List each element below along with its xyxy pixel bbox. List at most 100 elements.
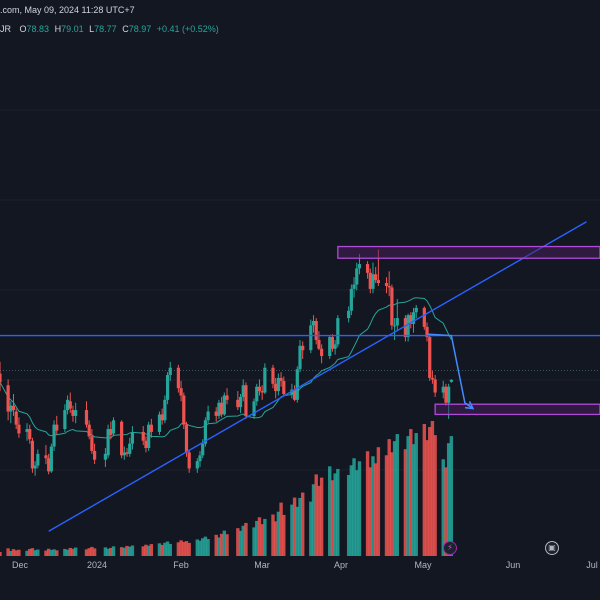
candle-body[interactable] bbox=[103, 453, 108, 460]
candle-body[interactable] bbox=[195, 461, 199, 469]
candle-body[interactable] bbox=[441, 386, 445, 393]
ascending-trendline[interactable] bbox=[48, 221, 587, 532]
candle-body[interactable] bbox=[430, 377, 435, 380]
candle-body[interactable] bbox=[411, 312, 416, 324]
candle-body[interactable] bbox=[214, 411, 218, 416]
candle-body[interactable] bbox=[330, 337, 335, 349]
candle-body[interactable] bbox=[301, 345, 305, 351]
candle-body[interactable] bbox=[52, 424, 56, 447]
candle-body[interactable] bbox=[333, 344, 337, 349]
candle-body[interactable] bbox=[276, 377, 280, 392]
candle-body[interactable] bbox=[263, 367, 267, 393]
candle-body[interactable] bbox=[198, 455, 202, 462]
candle-body[interactable] bbox=[374, 274, 378, 281]
candle-body[interactable] bbox=[279, 377, 283, 381]
candle-body[interactable] bbox=[371, 274, 375, 289]
candle-body[interactable] bbox=[157, 414, 162, 432]
candle-body[interactable] bbox=[387, 285, 391, 288]
candle-body[interactable] bbox=[6, 385, 10, 412]
candle-body[interactable] bbox=[238, 396, 243, 408]
candle-body[interactable] bbox=[274, 383, 278, 392]
candle-body[interactable] bbox=[236, 399, 240, 408]
candle-body[interactable] bbox=[241, 385, 245, 397]
resistance-zone[interactable] bbox=[337, 245, 600, 259]
candle-body[interactable] bbox=[111, 420, 116, 434]
candle-body[interactable] bbox=[298, 345, 302, 370]
candle-body[interactable] bbox=[49, 446, 53, 472]
candle-body[interactable] bbox=[14, 411, 18, 425]
candle-body[interactable] bbox=[403, 318, 408, 338]
candle-body[interactable] bbox=[179, 388, 183, 396]
candle-body[interactable] bbox=[74, 410, 78, 416]
candle-body[interactable] bbox=[120, 421, 124, 456]
candle-body[interactable] bbox=[106, 429, 110, 456]
candle-body[interactable] bbox=[63, 410, 67, 430]
candle-body[interactable] bbox=[176, 367, 180, 389]
candle-body[interactable] bbox=[317, 339, 321, 349]
candle-body[interactable] bbox=[182, 395, 186, 425]
candle-body[interactable] bbox=[225, 395, 229, 400]
candle-body[interactable] bbox=[147, 424, 151, 449]
earnings-icon[interactable]: ▣ bbox=[545, 541, 559, 555]
projection-arrow-path[interactable] bbox=[426, 333, 474, 410]
candle-body[interactable] bbox=[311, 321, 316, 326]
candle-body[interactable] bbox=[0, 373, 2, 383]
candle-body[interactable] bbox=[92, 450, 97, 460]
candle-body[interactable] bbox=[201, 443, 205, 456]
candle-body[interactable] bbox=[163, 399, 167, 421]
candle-body[interactable] bbox=[36, 453, 40, 466]
candle-body[interactable] bbox=[328, 337, 332, 357]
candle-body[interactable] bbox=[406, 315, 410, 338]
candle-body[interactable] bbox=[352, 284, 356, 289]
candle-body[interactable] bbox=[255, 386, 259, 402]
candle-body[interactable] bbox=[384, 283, 389, 286]
candlesticks[interactable] bbox=[0, 249, 453, 476]
candle-body[interactable] bbox=[33, 465, 37, 469]
candle-body[interactable] bbox=[125, 452, 129, 454]
candle-body[interactable] bbox=[122, 452, 126, 456]
drawings[interactable] bbox=[0, 221, 600, 532]
candle-body[interactable] bbox=[433, 379, 437, 393]
candle-body[interactable] bbox=[365, 264, 370, 273]
candle-body[interactable] bbox=[336, 318, 340, 345]
candle-body[interactable] bbox=[206, 411, 210, 421]
candle-body[interactable] bbox=[260, 391, 264, 393]
candle-body[interactable] bbox=[71, 410, 75, 416]
candle-body[interactable] bbox=[425, 326, 429, 338]
candle-body[interactable] bbox=[244, 385, 248, 416]
support-zone[interactable] bbox=[434, 403, 600, 416]
candle-body[interactable] bbox=[257, 386, 262, 392]
candle-body[interactable] bbox=[368, 272, 372, 289]
candle-body[interactable] bbox=[355, 268, 359, 285]
candle-body[interactable] bbox=[28, 429, 32, 440]
candle-body[interactable] bbox=[314, 321, 318, 340]
candle-body[interactable] bbox=[144, 440, 148, 449]
candle-body[interactable] bbox=[160, 414, 164, 421]
candle-body[interactable] bbox=[217, 402, 221, 416]
candle-body[interactable] bbox=[349, 288, 353, 311]
candle-body[interactable] bbox=[165, 375, 170, 400]
candle-body[interactable] bbox=[390, 287, 394, 326]
candle-body[interactable] bbox=[109, 429, 113, 435]
candle-body[interactable] bbox=[444, 386, 448, 403]
candle-body[interactable] bbox=[130, 431, 135, 444]
candle-body[interactable] bbox=[252, 401, 256, 416]
candle-body[interactable] bbox=[295, 369, 299, 400]
candle-body[interactable] bbox=[9, 405, 13, 412]
candle-body[interactable] bbox=[222, 395, 226, 415]
candle-body[interactable] bbox=[11, 405, 16, 411]
candle-body[interactable] bbox=[184, 424, 189, 453]
flash-icon[interactable]: ⚡ bbox=[443, 541, 457, 555]
candle-body[interactable] bbox=[187, 452, 191, 469]
candle-body[interactable] bbox=[44, 455, 48, 459]
candle-body[interactable] bbox=[168, 367, 172, 376]
candle-body[interactable] bbox=[47, 458, 51, 472]
candle-body[interactable] bbox=[428, 337, 432, 378]
candle-body[interactable] bbox=[203, 420, 208, 444]
candle-body[interactable] bbox=[392, 325, 397, 327]
candle-body[interactable] bbox=[449, 379, 453, 382]
candle-body[interactable] bbox=[25, 429, 29, 432]
candle-body[interactable] bbox=[309, 325, 313, 351]
candle-body[interactable] bbox=[271, 367, 275, 384]
